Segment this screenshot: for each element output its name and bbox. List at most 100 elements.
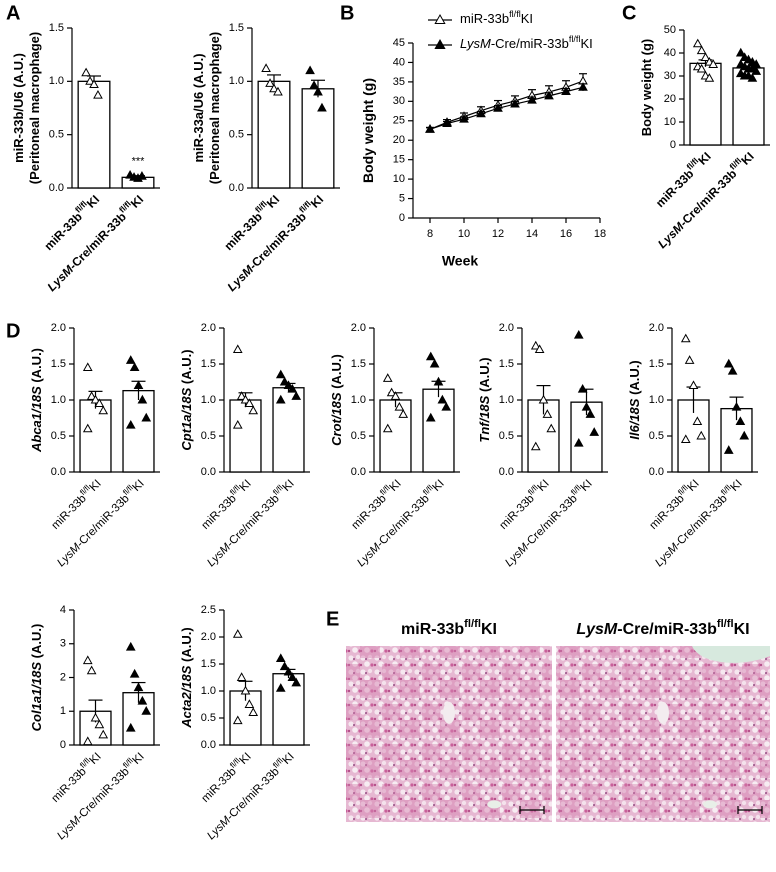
y-axis-label: Acta2/18S (A.U.)	[179, 627, 194, 728]
data-point	[429, 358, 440, 368]
label-part: miR-33b	[498, 493, 537, 532]
label-part: Body weight (g)	[639, 39, 654, 137]
label-part: miR-33b	[50, 766, 89, 805]
data-point	[589, 427, 600, 436]
data-point	[232, 715, 243, 725]
data-point	[437, 394, 448, 404]
data-point	[240, 685, 251, 695]
data-point	[680, 434, 691, 444]
data-point	[244, 699, 255, 708]
y-tick-label: 1.0	[499, 394, 514, 406]
y-tick-label: 2.0	[649, 322, 664, 334]
data-point	[129, 362, 140, 372]
label-part: Body weight (g)	[360, 78, 376, 183]
data-point	[696, 63, 707, 73]
data-point	[248, 405, 259, 415]
legend-label: LysM-Cre/miR-33bfl/flKI	[460, 34, 593, 51]
data-point	[275, 369, 286, 379]
data-point	[287, 672, 298, 681]
data-point	[739, 430, 750, 440]
y-axis-label: (Peritoneal macrophage)	[207, 32, 222, 184]
data-point	[275, 653, 286, 663]
data-point	[283, 380, 294, 390]
data-point	[269, 83, 279, 93]
data-point	[141, 706, 152, 715]
data-point	[581, 401, 592, 411]
panel-label: D	[6, 320, 20, 342]
y-tick-label: 10	[393, 173, 405, 185]
y-tick-label: 30	[393, 95, 405, 107]
histology-image	[346, 646, 552, 822]
y-tick-label: 0.5	[51, 430, 66, 442]
label-part: KI	[238, 478, 254, 494]
label-part: KI	[131, 751, 147, 767]
y-tick-label: 30	[664, 70, 676, 82]
data-point	[441, 401, 452, 411]
bar	[422, 388, 455, 473]
y-axis-label: Col1a1/18S (A.U.)	[29, 624, 44, 732]
bar	[732, 67, 765, 146]
label-part: (A.U.)	[477, 357, 492, 395]
label-part: KI	[579, 478, 595, 494]
y-tick-label: 15	[393, 154, 405, 166]
y-tick-label: 0.0	[51, 466, 66, 478]
y-tick-label: 40	[393, 56, 405, 68]
data-point	[232, 419, 243, 429]
data-point	[141, 412, 152, 422]
data-point	[94, 719, 105, 729]
y-axis-label: miR-33a/U6 (A.U.)	[191, 53, 206, 162]
y-tick-label: 0.5	[499, 430, 514, 442]
y-tick-label: 0.0	[201, 466, 216, 478]
data-point	[86, 391, 97, 400]
data-point	[425, 124, 435, 133]
data-point	[125, 641, 136, 651]
label-part: KI	[388, 478, 404, 494]
data-point	[577, 383, 588, 393]
data-point	[731, 401, 742, 411]
legend-marker	[434, 13, 446, 24]
data-point	[530, 441, 541, 451]
data-point	[433, 376, 444, 386]
y-tick-label: 0.0	[649, 466, 664, 478]
data-point	[527, 94, 537, 104]
y-tick-label: 2.0	[201, 322, 216, 334]
label-part: -Cre/miR-33b	[617, 621, 717, 638]
data-point	[137, 394, 148, 404]
label-part: fl/fl	[569, 34, 581, 44]
x-tick-label: 8	[427, 228, 433, 240]
bar	[301, 88, 335, 189]
data-point	[394, 401, 405, 411]
data-point	[291, 391, 302, 400]
y-tick-label: 10	[664, 116, 676, 128]
y-tick-label: 50	[664, 24, 676, 36]
histology-image	[556, 646, 770, 822]
label-part: KI	[481, 621, 497, 638]
label-part: Tnf/18S	[477, 395, 492, 442]
y-tick-label: 1.5	[229, 22, 244, 34]
data-point	[723, 358, 734, 368]
data-point	[93, 89, 103, 99]
vessel	[487, 800, 502, 809]
data-point	[236, 672, 247, 681]
y-tick-label: 0.5	[201, 430, 216, 442]
label-part: miR-33b	[401, 621, 464, 638]
y-tick-label: 0.0	[351, 466, 366, 478]
label-part: KI	[729, 478, 745, 494]
data-point	[510, 98, 520, 108]
y-tick-label: 2.0	[51, 322, 66, 334]
y-axis-label: Il6/18S (A.U.)	[627, 360, 642, 439]
data-point	[688, 380, 699, 390]
data-point	[534, 344, 545, 354]
label-part: (A.U.)	[29, 624, 44, 662]
y-tick-label: 20	[664, 93, 676, 105]
data-point	[573, 437, 584, 447]
data-point	[244, 398, 255, 408]
y-axis-label: Body weight (g)	[639, 39, 654, 137]
data-point	[398, 409, 409, 418]
y-tick-label: 3	[60, 638, 66, 650]
data-point	[82, 736, 93, 746]
label-part: miR-33b	[222, 210, 265, 253]
data-point	[727, 365, 738, 375]
label-part: KI	[734, 621, 750, 638]
vessel	[703, 800, 718, 809]
